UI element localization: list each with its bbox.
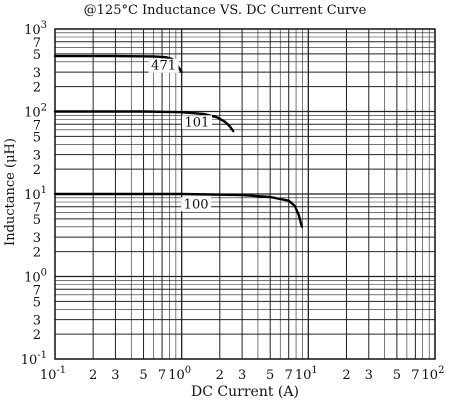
y-tick-label: 7 [33,36,41,51]
y-tick-label-decade: 100 [24,268,47,286]
y-tick-label: 5 [33,130,41,145]
x-tick-label: 5 [139,368,147,383]
y-tick-label-decade: 102 [24,103,47,121]
x-tick-label: 2 [89,368,97,383]
y-tick-label-decade: 101 [24,185,47,203]
y-tick-label-decade: 10-1 [21,350,47,368]
y-tick-label: 2 [33,163,41,178]
x-tick-label-decade: 101 [295,365,318,383]
tick-labels: 10-1 2 3 5 7 100 2 3 5 7 101 2 3 5 7 10210-123571002357… [21,20,445,383]
x-tick-label: 2 [342,368,350,383]
y-tick-label: 2 [33,328,41,343]
y-tick-label: 3 [33,314,41,329]
x-tick-label: 3 [365,368,373,383]
y-tick-label: 7 [33,283,41,298]
y-tick-label: 2 [33,246,41,261]
y-tick-label: 3 [33,66,41,81]
plot-frame [54,28,436,360]
x-tick-label: 2 [216,368,224,383]
y-tick-label-decade: 103 [24,20,47,38]
series-label-471: 471 [151,59,176,74]
y-axis-label: Inductance (μH) [3,138,18,246]
y-tick-label: 3 [33,231,41,246]
series-label-100: 100 [184,197,209,212]
series-label-bg-101 [181,115,212,130]
y-tick-label: 5 [33,213,41,228]
curve-layer: 471 101 100 [53,54,304,228]
x-axis-label: DC Current (A) [191,384,299,400]
series-label-bg-100 [181,197,212,212]
x-tick-label: 3 [111,368,119,383]
x-tick-label: 5 [393,368,401,383]
series-label-bg-471 [148,58,179,73]
y-tick-label: 7 [33,201,41,216]
chart-title: @125°C Inductance VS. DC Current Curve [83,3,367,18]
y-tick-label: 2 [33,81,41,96]
x-tick-label: 7 [285,368,293,383]
x-tick-label-decade: 10-1 [40,365,66,383]
y-tick-label: 3 [33,149,41,164]
x-tick-label: 7 [411,368,419,383]
y-tick-label: 7 [33,118,41,133]
y-tick-label: 5 [33,295,41,310]
series-label-101: 101 [185,115,210,130]
x-tick-label-decade: 102 [422,365,445,383]
x-tick-label: 3 [238,368,246,383]
plot-border [54,28,436,360]
x-tick-label-decade: 100 [168,365,191,383]
x-tick-label: 7 [158,368,166,383]
series-line-100 [53,192,304,228]
x-tick-label: 5 [266,368,274,383]
y-tick-label: 5 [33,48,41,63]
